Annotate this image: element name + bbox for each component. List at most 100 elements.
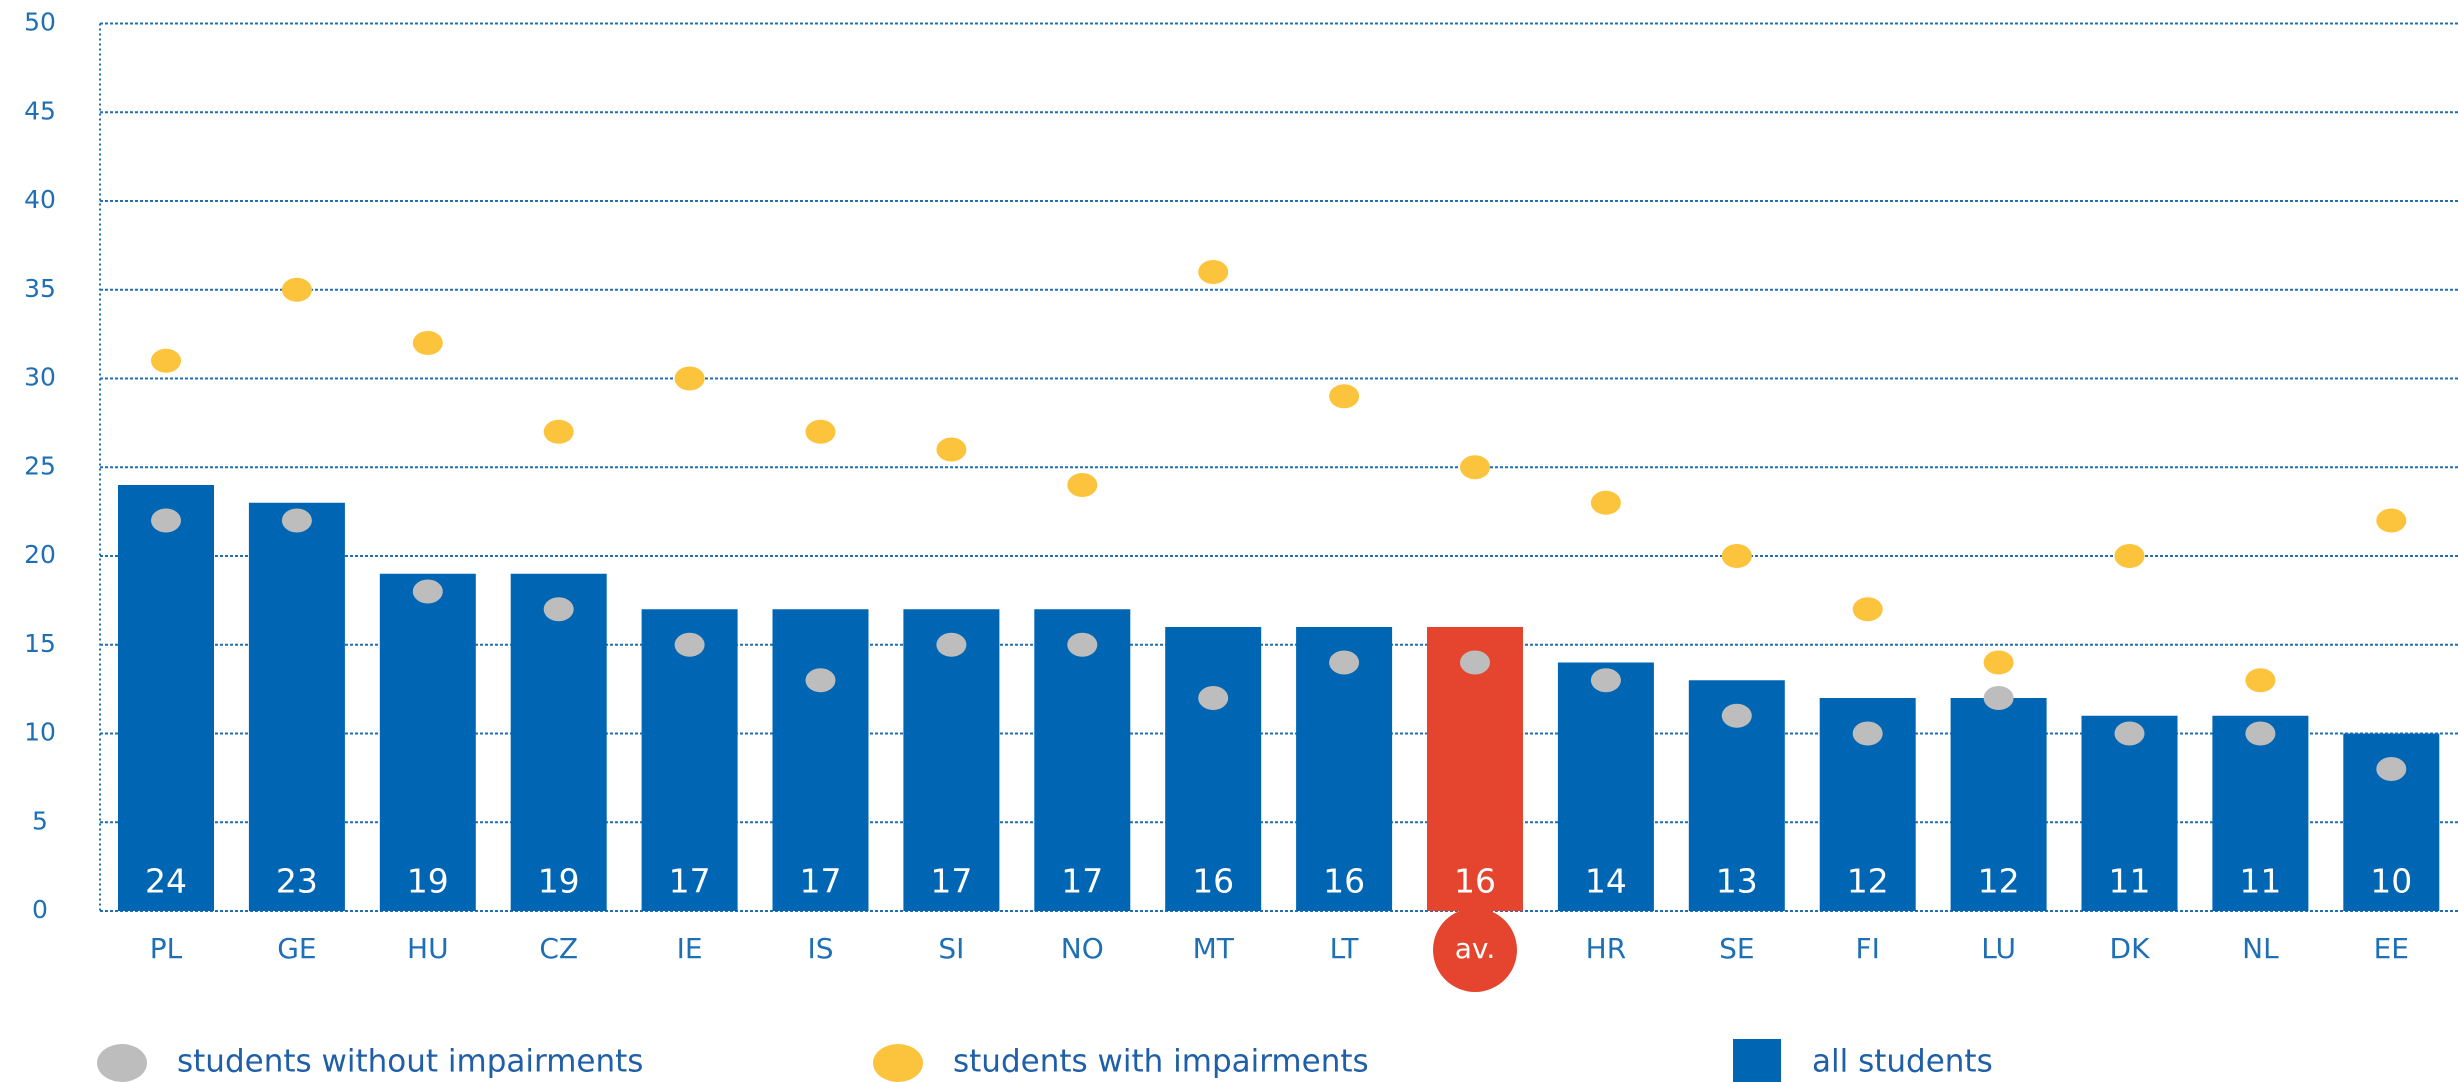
- x-tick-label: NL: [2242, 932, 2279, 965]
- legend-swatch: [97, 1044, 147, 1082]
- dot: [412, 331, 443, 355]
- bar: [641, 609, 738, 911]
- dot: [2245, 668, 2276, 693]
- bar: [903, 609, 1000, 911]
- bar-value-label: 13: [1716, 862, 1758, 901]
- dot: [1721, 703, 1752, 728]
- dot: [281, 508, 312, 533]
- bar: [2081, 715, 2178, 911]
- dot: [2114, 544, 2145, 568]
- x-tick-label: PL: [150, 932, 183, 965]
- bar: [1557, 662, 1654, 911]
- legend-swatch: [873, 1044, 923, 1082]
- x-tick-label: HR: [1586, 932, 1627, 965]
- bar-value-label: 19: [538, 862, 580, 901]
- dot: [805, 668, 836, 693]
- x-tick-label: IS: [807, 932, 833, 965]
- dot: [2376, 757, 2407, 781]
- y-tick-label: 20: [24, 540, 56, 569]
- bar-value-label: 17: [800, 862, 842, 901]
- x-tick-label: LU: [1981, 932, 2016, 965]
- y-tick-label: 40: [24, 185, 56, 214]
- bar-value-label: 10: [2370, 862, 2412, 901]
- x-tick-label: FI: [1856, 932, 1880, 965]
- x-tick-label: IE: [677, 932, 703, 965]
- dot: [2114, 721, 2145, 746]
- bar-value-label: 14: [1585, 862, 1627, 901]
- bar-value-label: 24: [145, 862, 187, 901]
- x-tick-label: MT: [1193, 932, 1235, 965]
- dot: [1460, 650, 1490, 675]
- bar: [1165, 627, 1262, 911]
- dot: [1067, 632, 1098, 657]
- category-highlight: [1433, 908, 1517, 992]
- dot: [936, 632, 967, 657]
- dot: [1983, 686, 2014, 710]
- dot: [674, 632, 705, 657]
- bar-value-label: 17: [1061, 862, 1103, 901]
- y-tick-label: 5: [32, 806, 48, 835]
- dot: [805, 419, 836, 444]
- bar: [248, 502, 345, 911]
- dot: [674, 366, 705, 391]
- bar: [379, 573, 476, 911]
- dot: [1721, 544, 1752, 568]
- dot: [1590, 490, 1621, 515]
- dot: [281, 277, 312, 302]
- dot: [412, 579, 443, 604]
- x-tick-label: SI: [938, 932, 964, 965]
- dot: [1198, 260, 1229, 284]
- bar: [2212, 715, 2309, 911]
- bar-value-label: 17: [930, 862, 972, 901]
- bar-value-label: 12: [1847, 862, 1889, 901]
- x-tick-label: LT: [1330, 932, 1360, 965]
- bar: [118, 485, 214, 911]
- dot: [543, 419, 574, 444]
- bar: [772, 609, 869, 911]
- y-tick-label: 15: [24, 629, 56, 658]
- dot: [1460, 455, 1490, 480]
- dot: [1852, 721, 1883, 746]
- bar-value-label: 19: [407, 862, 449, 901]
- x-tick-label: HU: [407, 932, 449, 965]
- bar-value-label: 11: [2109, 862, 2151, 901]
- legend-label: students without impairments: [177, 1044, 643, 1080]
- dot: [1329, 650, 1360, 675]
- legend-label: students with impairments: [953, 1044, 1369, 1080]
- x-tick-label: av.: [1455, 932, 1495, 965]
- y-tick-label: 45: [24, 96, 56, 125]
- x-tick-label: DK: [2110, 932, 2151, 965]
- bar: [1034, 609, 1131, 911]
- y-tick-label: 35: [24, 274, 56, 303]
- dot: [1983, 650, 2014, 675]
- dot: [151, 508, 181, 533]
- dot: [1329, 384, 1360, 409]
- dot: [936, 437, 967, 462]
- legend-label: all students: [1812, 1044, 1993, 1080]
- bar-value-label: 16: [1323, 862, 1365, 901]
- bar: [510, 573, 607, 911]
- dot: [1067, 473, 1098, 497]
- bar-value-label: 23: [276, 862, 318, 901]
- y-tick-label: 25: [24, 451, 56, 480]
- x-tick-label: NO: [1061, 932, 1104, 965]
- dot: [1590, 668, 1621, 693]
- legend-swatch: [1733, 1039, 1781, 1082]
- x-tick-label: GE: [277, 932, 316, 965]
- dot: [1198, 686, 1229, 710]
- bar-value-label: 12: [1978, 862, 2020, 901]
- bar: [1950, 698, 2047, 911]
- bar-value-label: 16: [1454, 862, 1496, 901]
- x-tick-label: SE: [1719, 932, 1754, 965]
- bar-value-label: 16: [1192, 862, 1234, 901]
- y-tick-label: 0: [32, 895, 48, 924]
- y-tick-label: 50: [24, 8, 56, 37]
- dot: [2376, 508, 2407, 533]
- dot: [543, 597, 574, 622]
- x-tick-label: EE: [2374, 932, 2409, 965]
- y-tick-label: 30: [24, 363, 56, 392]
- bar-value-label: 11: [2239, 862, 2281, 901]
- dot: [1852, 597, 1883, 622]
- x-tick-label: CZ: [539, 932, 578, 965]
